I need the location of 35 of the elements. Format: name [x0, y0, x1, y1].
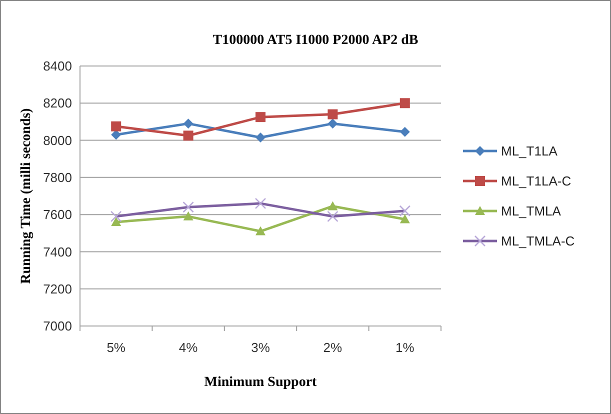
y-tick-label: 7400 — [43, 244, 72, 260]
point — [111, 130, 122, 140]
x-tick-label: 4% — [178, 340, 198, 355]
point — [183, 211, 194, 220]
point — [111, 121, 122, 132]
point — [328, 201, 338, 210]
x-axis-title: Minimum Support — [204, 375, 318, 390]
point — [183, 130, 194, 141]
x-tick-label: 2% — [323, 340, 343, 355]
x-tick-label: 5% — [106, 340, 126, 355]
y-tick-label: 8000 — [43, 132, 72, 148]
point — [328, 109, 338, 120]
x-tick-label: 3% — [251, 340, 270, 355]
legend-label: ML_T1LA — [501, 144, 558, 159]
legend-label: ML_T1LA-C — [501, 174, 572, 189]
point — [400, 214, 410, 224]
point — [111, 217, 122, 226]
y-tick-label: 7600 — [43, 207, 72, 222]
point — [256, 226, 266, 236]
legend-label: ML_TMLA-C — [501, 234, 575, 249]
legend-label: ML_TMLA — [501, 204, 562, 219]
point — [400, 126, 410, 137]
point — [183, 118, 194, 129]
y-tick-label: 7200 — [43, 281, 72, 296]
point — [400, 98, 410, 108]
x-tick-label: 1% — [396, 340, 415, 355]
point — [328, 118, 338, 129]
point — [256, 132, 266, 142]
chart-title: T100000 AT5 I1000 P2000 AP2 dB — [212, 33, 418, 48]
y-tick-label: 8200 — [43, 96, 72, 111]
point — [256, 112, 266, 122]
y-tick-label: 7800 — [43, 170, 72, 185]
y-axis-title: Running Time (milli seconds) — [19, 108, 34, 284]
y-tick-label: 8400 — [43, 58, 72, 74]
y-tick-label: 7000 — [43, 318, 72, 334]
